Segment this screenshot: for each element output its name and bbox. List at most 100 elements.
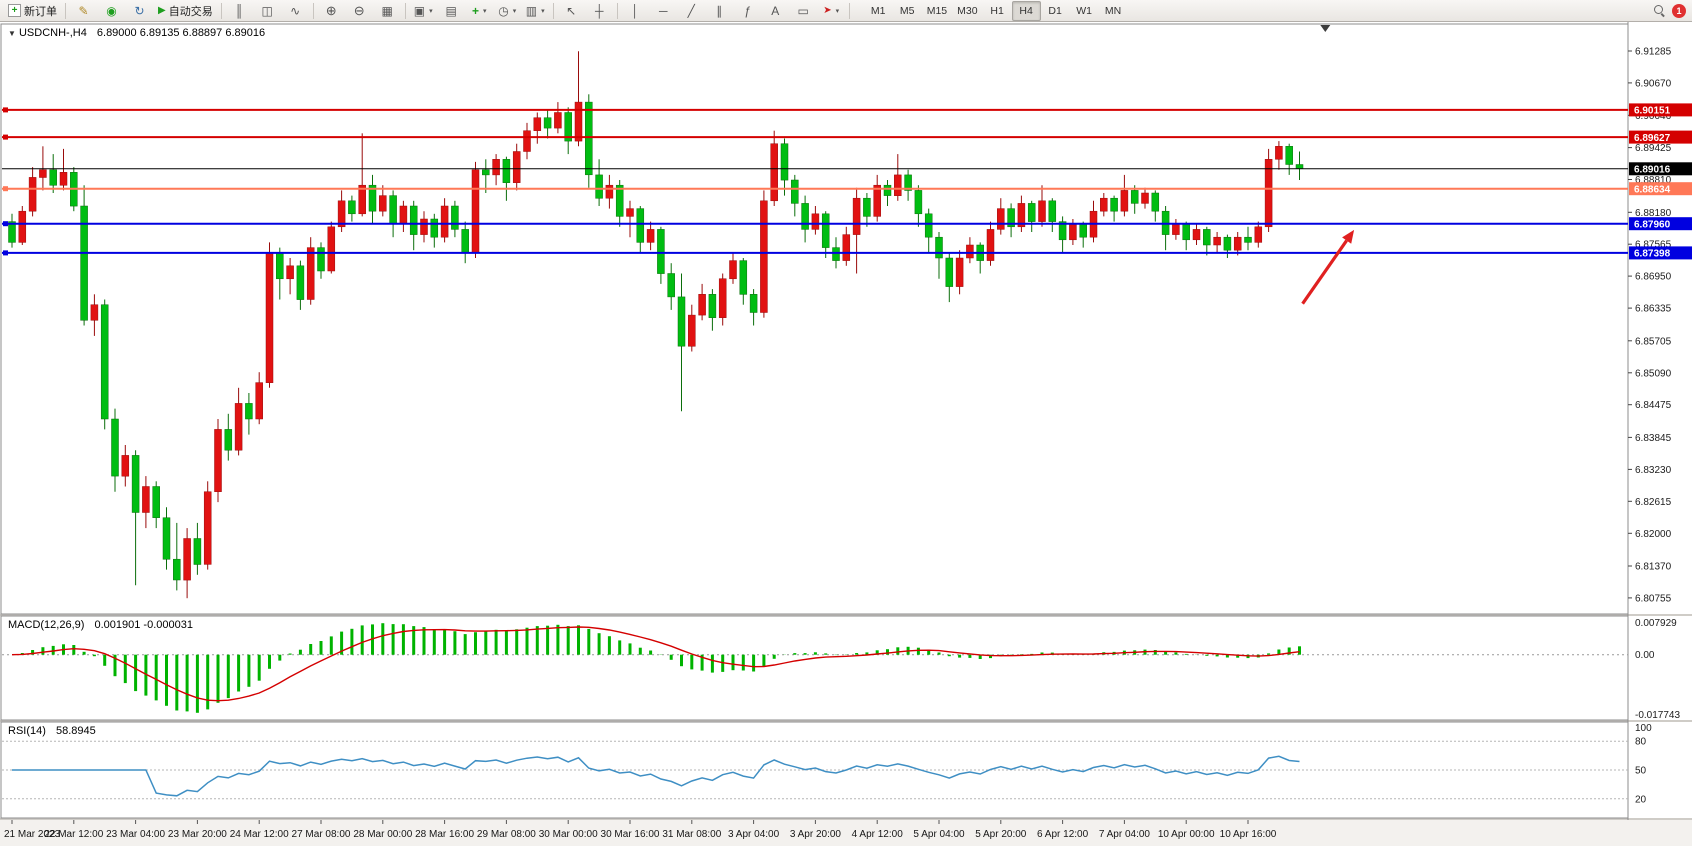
svg-text:6.89016: 6.89016: [1634, 165, 1671, 176]
timeframe-d1[interactable]: D1: [1048, 4, 1062, 17]
new-order-icon: +: [8, 4, 21, 17]
profiles-button[interactable]: ▤: [438, 1, 465, 21]
panel-splitter-3[interactable]: [0, 818, 1692, 820]
svg-text:6.81370: 6.81370: [1635, 562, 1672, 573]
zoom-in-button[interactable]: ⊕: [318, 1, 345, 21]
price-tag-support-1: 6.87960: [1629, 217, 1692, 231]
profiles-icon: ▤: [445, 3, 457, 18]
timeframe-m30[interactable]: M30: [957, 4, 978, 17]
bar-chart-button[interactable]: ║: [226, 1, 253, 21]
new-chart-button[interactable]: ▣ ▾: [410, 1, 437, 21]
trendline-icon: ╱: [687, 3, 695, 18]
svg-text:20: 20: [1635, 794, 1647, 805]
hline-handle[interactable]: [3, 186, 8, 192]
timeframe-m15[interactable]: M15: [926, 4, 948, 17]
svg-text:6.87960: 6.87960: [1634, 220, 1671, 231]
horizontal-line-tool-button[interactable]: ─: [650, 1, 677, 21]
toolbar-right-group: 1: [1653, 3, 1688, 18]
trendline-tool-button[interactable]: ╱: [678, 1, 705, 21]
vertical-line-icon: │: [631, 3, 639, 18]
svg-text:23 Mar 04:00: 23 Mar 04:00: [106, 829, 165, 840]
hline-handle[interactable]: [3, 221, 8, 227]
refresh-button[interactable]: ↻: [126, 1, 153, 21]
refresh-icon: ↻: [134, 3, 145, 18]
channel-tool-button[interactable]: ∥: [706, 1, 733, 21]
time-axis[interactable]: [0, 820, 1692, 846]
autotrading-button[interactable]: ▶ 自动交易: [154, 1, 217, 21]
price-axis[interactable]: 6.912856.906706.900466.894256.888106.881…: [1628, 47, 1672, 605]
search-icon[interactable]: [1653, 4, 1666, 17]
fibonacci-tool-button[interactable]: ƒ: [734, 1, 761, 21]
crosshair-tool-button[interactable]: ┼: [586, 1, 613, 21]
svg-text:50: 50: [1635, 766, 1647, 777]
text-icon: A: [771, 3, 780, 18]
text-tool-button[interactable]: A: [762, 1, 789, 21]
timeframe-m5[interactable]: M5: [899, 4, 915, 17]
price-tag-resistance-2: 6.89627: [1629, 130, 1692, 144]
market-watch-button[interactable]: ◉: [98, 1, 125, 21]
svg-text:6.84475: 6.84475: [1635, 400, 1672, 411]
periods-button[interactable]: ◷ ▾: [494, 1, 521, 21]
svg-text:0.00: 0.00: [1635, 650, 1655, 661]
notification-badge[interactable]: 1: [1672, 3, 1686, 18]
timeframe-mn[interactable]: MN: [1104, 4, 1122, 17]
chevron-down-icon: ▾: [835, 7, 840, 15]
rsi-axis[interactable]: 100 80 50 20: [1635, 723, 1652, 805]
new-order-button[interactable]: + 新订单: [4, 1, 61, 21]
timeframe-group: M1 M5 M15 M30 H1 H4 D1 W1 MN: [864, 0, 1128, 21]
toolbar-separator: [848, 2, 850, 19]
svg-text:31 Mar 08:00: 31 Mar 08:00: [662, 829, 721, 840]
chevron-down-icon: ▾: [482, 7, 487, 15]
svg-text:28 Mar 00:00: 28 Mar 00:00: [353, 829, 412, 840]
market-watch-icon: ◉: [106, 3, 117, 18]
svg-text:6.85090: 6.85090: [1635, 368, 1672, 379]
timeframe-h1[interactable]: H1: [990, 4, 1004, 17]
timeframe-m1[interactable]: M1: [870, 4, 886, 17]
svg-text:4 Apr 12:00: 4 Apr 12:00: [852, 829, 904, 840]
hline-handle[interactable]: [3, 134, 8, 140]
templates-button[interactable]: ▥ ▾: [522, 1, 549, 21]
svg-text:100: 100: [1635, 723, 1652, 734]
timeframe-h4[interactable]: H4: [1011, 0, 1041, 21]
candlestick-series: [8, 51, 1304, 599]
metaeditor-button[interactable]: ✎: [70, 1, 97, 21]
chevron-down-icon: ▾: [512, 7, 517, 15]
svg-text:6.91285: 6.91285: [1635, 47, 1672, 58]
add-indicator-icon: +: [471, 3, 479, 18]
zoom-out-button[interactable]: ⊖: [346, 1, 373, 21]
svg-text:21 Mar 2023: 21 Mar 2023: [4, 829, 61, 840]
price-tag-resistance-1: 6.90151: [1629, 103, 1692, 117]
chevron-down-icon: ▾: [429, 7, 433, 15]
line-chart-button[interactable]: ∿: [282, 1, 309, 21]
chart-canvas[interactable]: 6.912856.906706.900466.894256.888106.881…: [0, 22, 1692, 846]
timeframe-w1[interactable]: W1: [1076, 4, 1092, 17]
toolbar: + 新订单 ✎ ◉ ↻ ▶ 自动交易 ║ ◫ ∿ ⊕ ⊖ ▦ ▣ ▾ ▤ + ▾ ◷…: [0, 0, 1692, 22]
svg-text:6.87565: 6.87565: [1635, 240, 1672, 251]
trend-arrow-annotation[interactable]: [1301, 229, 1355, 305]
macd-axis[interactable]: 0.007929 0.00 -0.017743: [1635, 618, 1680, 721]
cursor-tool-button[interactable]: ↖: [558, 1, 585, 21]
svg-text:30 Mar 16:00: 30 Mar 16:00: [601, 829, 660, 840]
add-indicator-button[interactable]: + ▾: [466, 1, 493, 21]
hline-handle[interactable]: [3, 250, 8, 256]
tile-windows-button[interactable]: ▦: [374, 1, 401, 21]
bar-chart-icon: ║: [234, 3, 244, 18]
panel-splitter-2[interactable]: [0, 720, 1692, 722]
svg-text:6.85705: 6.85705: [1635, 336, 1672, 347]
toolbar-separator: [220, 2, 222, 19]
svg-text:29 Mar 08:00: 29 Mar 08:00: [477, 829, 536, 840]
chart-area[interactable]: 6.912856.906706.900466.894256.888106.881…: [0, 22, 1692, 846]
candlestick-chart-button[interactable]: ◫: [254, 1, 281, 21]
arrows-tool-button[interactable]: ➤ ▾: [818, 1, 845, 21]
text-label-tool-button[interactable]: ▭: [790, 1, 817, 21]
clock-icon: ◷: [498, 3, 509, 18]
vertical-line-tool-button[interactable]: │: [622, 1, 649, 21]
svg-text:6.86335: 6.86335: [1635, 304, 1672, 315]
panel-splitter-1[interactable]: [0, 614, 1692, 616]
svg-text:6.88634: 6.88634: [1634, 185, 1671, 196]
toolbar-separator: [65, 2, 66, 19]
chart-shift-marker[interactable]: [1320, 25, 1331, 32]
hline-handle[interactable]: [3, 107, 8, 113]
